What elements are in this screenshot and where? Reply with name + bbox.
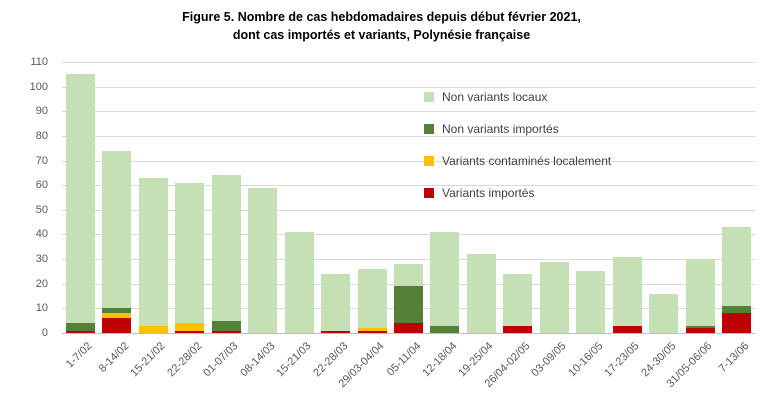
y-tick-label-20: 20 — [35, 277, 48, 290]
bar-segment-22-28/03-variants-import-s — [321, 330, 351, 333]
gridline-y-60 — [62, 185, 755, 187]
bar-segment-22-28/02-variants-contamin-s-localement — [175, 323, 205, 331]
bar-segment-31/05-06/06-non-variants-import-s — [685, 325, 715, 329]
bar-segment-08-14/03-non-variants-locaux — [248, 187, 278, 333]
chart-legend: Non variants locaux Non variants importés… — [424, 88, 611, 216]
bar-segment-29/03-04/04-non-variants-locaux — [357, 268, 387, 329]
bar-segment-12-18/04-non-variants-import-s — [430, 325, 460, 333]
bar-segment-31/05-06/06-non-variants-locaux — [685, 259, 715, 326]
gridline-y-80 — [62, 135, 755, 137]
bar-segment-05-11/04-non-variants-locaux — [394, 264, 423, 287]
legend-swatch-icon — [424, 187, 434, 198]
bar-segment-05-11/04-variants-import-s — [394, 323, 423, 333]
bar-segment-15-21/03-non-variants-locaux — [284, 231, 314, 333]
bar-segment-10-16/05-non-variants-locaux — [576, 271, 606, 333]
bar-segment-17-23/05-non-variants-locaux — [612, 256, 642, 326]
y-tick-label-0: 0 — [41, 327, 48, 339]
y-tick-label-50: 50 — [35, 203, 48, 216]
bar-segment-01-07/03-non-variants-locaux — [211, 175, 241, 321]
bar-segment-22-28/03-non-variants-locaux — [321, 273, 351, 331]
legend-swatch-icon — [424, 155, 434, 166]
bar-segment-22-28/02-non-variants-locaux — [175, 182, 205, 324]
bar-segment-01-07/03-variants-import-s — [211, 330, 241, 333]
bar-segment-17-23/05-variants-import-s — [612, 325, 642, 333]
legend-item-non-variants-import-s: Non variants importés — [424, 120, 611, 137]
bar-segment-01-07/03-non-variants-import-s — [211, 320, 241, 331]
bar-segment-7-13/06-non-variants-import-s — [722, 305, 752, 314]
bar-segment-29/03-04/04-variants-contamin-s-localement — [357, 328, 387, 331]
bar-segment-26/04-02/05-non-variants-locaux — [503, 273, 533, 326]
bar-segment-22-28/02-variants-import-s — [175, 330, 205, 333]
y-tick-label-80: 80 — [35, 129, 48, 142]
bar-segment-1-7/02-variants-import-s — [65, 330, 95, 333]
y-tick-label-90: 90 — [35, 105, 48, 118]
bar-segment-8-14/02-variants-contamin-s-localement — [102, 313, 132, 319]
legend-item-variants-import-s: Variants importés — [424, 184, 611, 201]
y-tick-label-30: 30 — [35, 253, 48, 266]
bar-segment-05-11/04-non-variants-import-s — [394, 286, 423, 324]
legend-label: Variants contaminés localement — [442, 153, 612, 168]
legend-item-variants-contamin-s-localement: Variants contaminés localement — [424, 152, 611, 169]
legend-label: Non variants importés — [442, 121, 559, 136]
gridline-y-110 — [62, 62, 755, 63]
legend-label: Variants importés — [442, 185, 535, 200]
bar-segment-29/03-04/04-variants-import-s — [357, 330, 387, 333]
gridline-y-50 — [62, 209, 755, 211]
y-tick-label-100: 100 — [29, 80, 48, 93]
chart-title-line1: Figure 5. Nombre de cas hebdomadaires de… — [182, 10, 581, 24]
bar-segment-7-13/06-non-variants-locaux — [722, 227, 752, 306]
chart-title-line2: dont cas importés et variants, Polynésie… — [232, 28, 531, 42]
legend-label: Non variants locaux — [442, 89, 548, 104]
bar-segment-1-7/02-non-variants-locaux — [65, 74, 95, 324]
bar-segment-8-14/02-non-variants-import-s — [102, 308, 132, 314]
bar-segment-1-7/02-non-variants-import-s — [65, 323, 95, 331]
y-tick-label-110: 110 — [30, 56, 48, 68]
y-tick-label-40: 40 — [35, 228, 48, 241]
bar-segment-24-30/05-non-variants-locaux — [649, 293, 679, 333]
legend-item-non-variants-locaux: Non variants locaux — [424, 88, 611, 105]
y-tick-label-70: 70 — [35, 154, 48, 167]
bar-segment-12-18/04-non-variants-locaux — [430, 231, 460, 326]
bar-segment-15-21/02-variants-contamin-s-localement — [138, 325, 168, 333]
bar-segment-8-14/02-variants-import-s — [102, 318, 132, 333]
bar-segment-15-21/02-non-variants-locaux — [138, 177, 168, 326]
bar-segment-19-25/04-non-variants-locaux — [466, 254, 496, 333]
bar-segment-8-14/02-non-variants-locaux — [102, 150, 132, 309]
gridline-y-70 — [62, 160, 755, 162]
chart-title: Figure 5. Nombre de cas hebdomadaires de… — [0, 8, 763, 44]
legend-swatch-icon — [424, 91, 434, 102]
gridline-y-40 — [62, 234, 755, 236]
bar-segment-31/05-06/06-variants-import-s — [685, 328, 715, 333]
gridline-y-30 — [62, 259, 755, 261]
legend-swatch-icon — [424, 123, 434, 134]
gridline-y-90 — [62, 111, 755, 113]
x-axis-line — [62, 333, 755, 334]
y-tick-label-10: 10 — [35, 302, 48, 315]
bar-segment-03-09/05-non-variants-locaux — [539, 261, 569, 333]
bar-segment-26/04-02/05-variants-import-s — [503, 325, 533, 333]
bar-segment-7-13/06-variants-import-s — [722, 313, 752, 333]
gridline-y-100 — [62, 86, 755, 88]
y-tick-label-60: 60 — [35, 179, 48, 192]
